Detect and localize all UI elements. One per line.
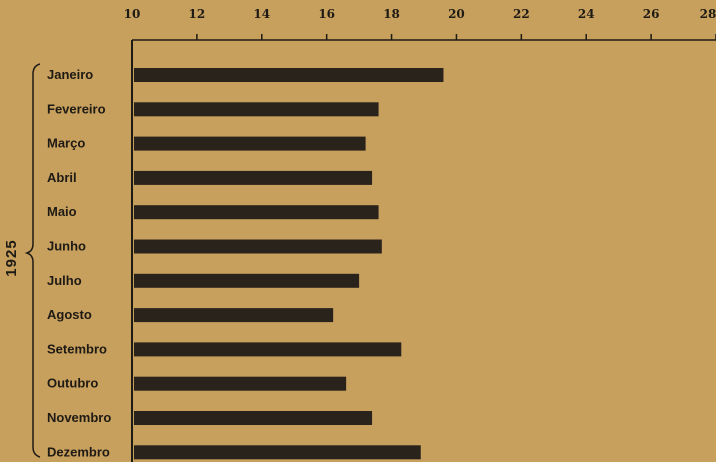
- year-label: 1925: [3, 239, 20, 276]
- category-label: Outubro: [47, 376, 98, 391]
- bar: [134, 342, 402, 357]
- x-axis-ticks: 10 12 14 16 18 20 22 24 26 28: [124, 7, 716, 40]
- bar: [134, 445, 421, 460]
- category-label: Setembro: [47, 341, 107, 356]
- category-label: Abril: [47, 170, 77, 185]
- bar: [134, 411, 373, 425]
- bar: [134, 239, 382, 254]
- category-label: Novembro: [47, 410, 111, 425]
- bar: [134, 308, 334, 323]
- category-label: Fevereiro: [47, 101, 106, 116]
- year-brace: [24, 63, 41, 458]
- bar-rows: Janeiro Fevereiro Março Abril Maio Junho Julho…: [47, 67, 444, 460]
- x-tick-label: 12: [189, 7, 206, 21]
- category-label: Maio: [47, 204, 77, 219]
- category-label: Dezembro: [47, 444, 110, 459]
- bar: [134, 376, 347, 391]
- x-tick-label: 26: [643, 7, 660, 21]
- category-label: Julho: [47, 273, 82, 288]
- bar: [134, 205, 379, 220]
- x-tick-label: 14: [253, 7, 270, 21]
- category-label: Janeiro: [47, 67, 93, 82]
- x-tick-label: 24: [578, 7, 595, 21]
- x-tick-label: 20: [448, 7, 465, 21]
- x-tick-label: 22: [513, 7, 530, 21]
- bar: [134, 170, 373, 185]
- x-tick-label: 18: [383, 7, 400, 21]
- category-label: Março: [47, 136, 85, 151]
- bar: [134, 68, 444, 82]
- category-label: Junho: [47, 239, 86, 254]
- bar: [134, 102, 379, 117]
- x-tick-label: 16: [318, 7, 335, 21]
- x-tick-label: 28: [700, 7, 716, 21]
- bar: [134, 273, 360, 288]
- bar: [134, 136, 366, 151]
- category-label: Agosto: [47, 307, 92, 322]
- x-tick-label: 10: [124, 7, 141, 21]
